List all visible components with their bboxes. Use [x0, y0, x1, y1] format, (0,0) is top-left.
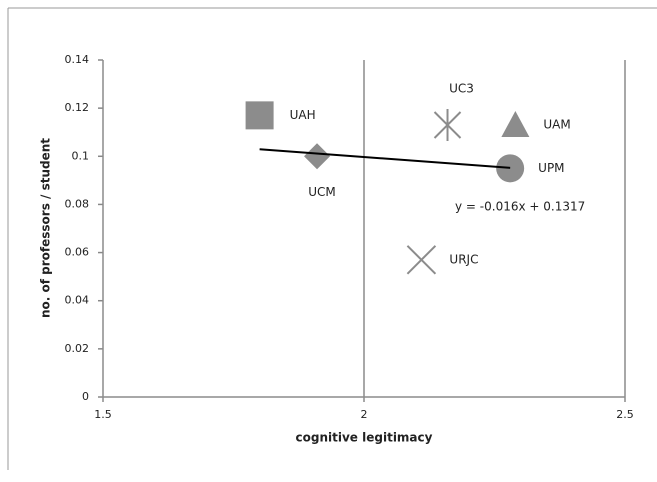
y-tick-label: 0.02: [65, 342, 90, 355]
point-label: UAM: [543, 117, 570, 131]
trendline-equation: y = -0.016x + 0.1317: [455, 200, 585, 214]
point-label: URJC: [449, 252, 478, 266]
y-tick-label: 0.08: [65, 197, 90, 210]
y-axis-label: no. of professors / student: [39, 138, 53, 318]
y-tick-label: 0.1: [72, 149, 90, 162]
marker-circle: [496, 154, 525, 183]
point-label: UC3: [449, 81, 474, 95]
x-tick-label: 1.5: [94, 408, 112, 421]
y-tick-label: 0.12: [65, 101, 90, 114]
marker-star: [433, 108, 462, 141]
y-tick-label: 0.04: [65, 294, 90, 307]
marker-triangle: [501, 110, 530, 137]
point-label: UCM: [308, 185, 336, 199]
marker-square: [245, 101, 274, 130]
marker-cross: [406, 245, 437, 275]
point-label: UPM: [538, 161, 564, 175]
y-tick-label: 0.14: [65, 53, 90, 66]
y-tick-label: 0.06: [65, 246, 90, 259]
x-tick-label: 2.5: [616, 408, 634, 421]
x-tick-label: 2: [361, 408, 368, 421]
x-axis-label: cognitive legitimacy: [296, 431, 433, 445]
y-tick-label: 0: [82, 390, 89, 403]
marker-diamond: [304, 143, 331, 170]
point-label: UAH: [290, 108, 316, 122]
trendline: [259, 148, 511, 169]
